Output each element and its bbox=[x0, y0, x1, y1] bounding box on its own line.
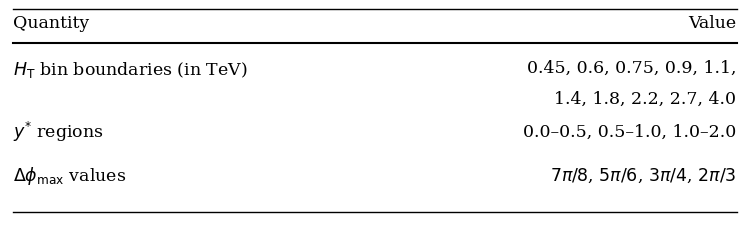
Text: $7\pi/8$, $5\pi/6$, $3\pi/4$, $2\pi/3$: $7\pi/8$, $5\pi/6$, $3\pi/4$, $2\pi/3$ bbox=[550, 166, 736, 184]
Text: Value: Value bbox=[688, 15, 736, 32]
Text: 0.0–0.5, 0.5–1.0, 1.0–2.0: 0.0–0.5, 0.5–1.0, 1.0–2.0 bbox=[524, 123, 736, 140]
Text: $\Delta\phi_{\mathrm{max}}$ values: $\Delta\phi_{\mathrm{max}}$ values bbox=[13, 164, 127, 186]
Text: $y^{*}$ regions: $y^{*}$ regions bbox=[13, 120, 104, 144]
Text: Quantity: Quantity bbox=[13, 15, 90, 32]
Text: 1.4, 1.8, 2.2, 2.7, 4.0: 1.4, 1.8, 2.2, 2.7, 4.0 bbox=[554, 90, 736, 107]
Text: 0.45, 0.6, 0.75, 0.9, 1.1,: 0.45, 0.6, 0.75, 0.9, 1.1, bbox=[527, 60, 736, 76]
Text: $H_{\mathrm{T}}$ bin boundaries (in TeV): $H_{\mathrm{T}}$ bin boundaries (in TeV) bbox=[13, 59, 248, 79]
